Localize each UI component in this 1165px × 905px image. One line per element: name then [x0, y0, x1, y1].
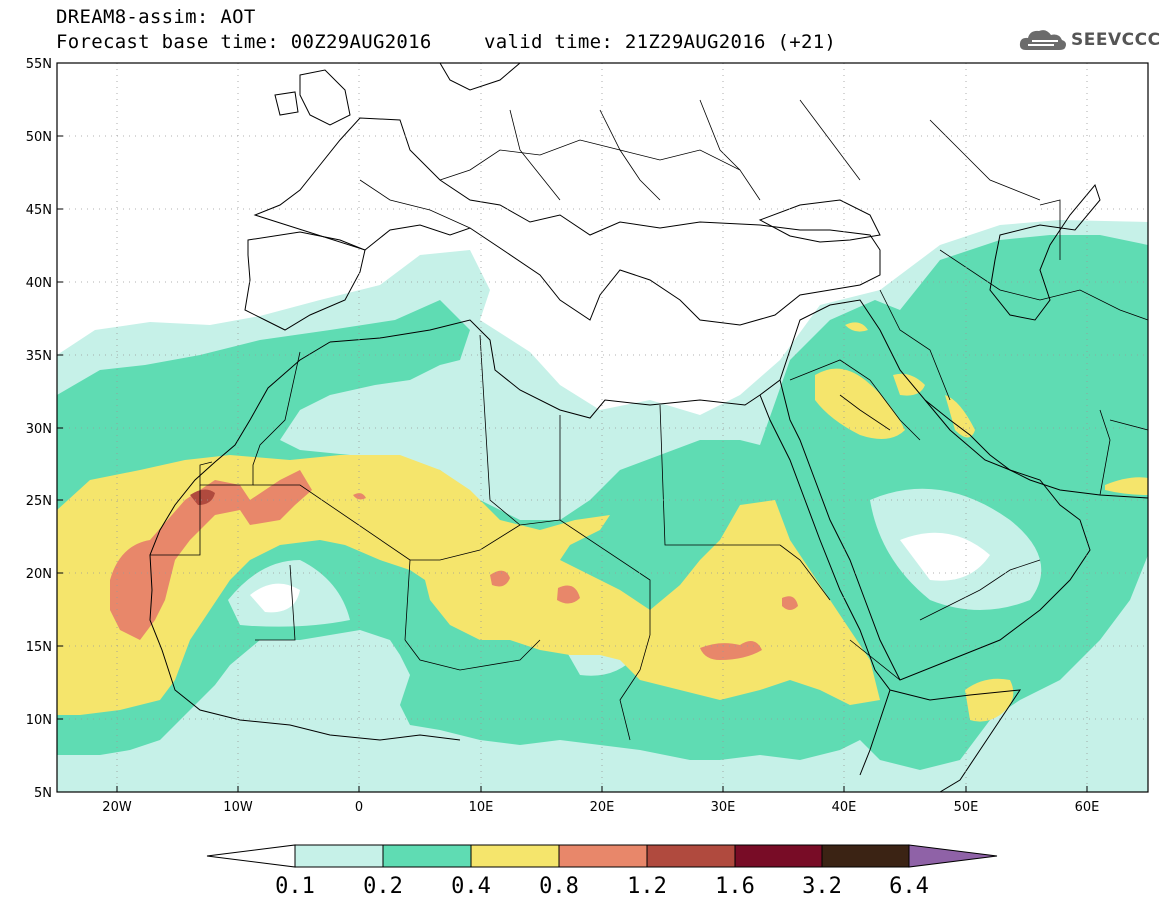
- aot-band-0.2: [57, 235, 1148, 770]
- aot-band-0.8: [110, 470, 312, 640]
- colorbar-label: 6.4: [889, 874, 929, 899]
- base-time: Forecast base time: 00Z29AUG2016: [56, 31, 432, 53]
- colorbar-label: 0.4: [451, 874, 491, 899]
- colorbar-label: 1.6: [715, 874, 755, 899]
- colorbar-label: 0.8: [539, 874, 579, 899]
- lat-label: 45N: [26, 203, 52, 218]
- lon-label: 20W: [102, 800, 132, 815]
- colorbar-segment-3.2: [821, 844, 910, 868]
- colorbar-label: 0.2: [363, 874, 403, 899]
- lat-label: 10N: [26, 713, 52, 728]
- lat-label: 40N: [26, 276, 52, 291]
- lat-label: 15N: [26, 640, 52, 655]
- lat-label: 30N: [26, 422, 52, 437]
- lon-label: 50E: [954, 800, 979, 815]
- colorbar-segment-0.1: [294, 844, 384, 868]
- colorbar-label: 1.2: [627, 874, 667, 899]
- cloud-icon: [1019, 30, 1066, 50]
- lon-label: 60E: [1075, 800, 1100, 815]
- lat-label: 35N: [26, 349, 52, 364]
- logo-text: SEEVCCC: [1071, 30, 1161, 50]
- map-title: DREAM8-assim: AOT: [56, 6, 256, 28]
- lat-labels: 55N 50N 45N 40N 35N 30N 25N 20N 15N 10N …: [26, 57, 52, 801]
- colorbar-label: 3.2: [802, 874, 842, 899]
- lat-label: 55N: [26, 57, 52, 72]
- lat-label: 25N: [26, 494, 52, 509]
- colorbar-label: 0.1: [275, 874, 315, 899]
- lon-labels: 20W 10W 0 10E 20E 30E 40E 50E 60E: [102, 800, 1099, 815]
- lon-label: 20E: [590, 800, 615, 815]
- colorbar: [206, 844, 998, 868]
- lon-label: 40E: [832, 800, 857, 815]
- colorbar-segment-0.2: [382, 844, 472, 868]
- colorbar-segment-1.6: [734, 844, 823, 868]
- country-borders: [150, 99, 1148, 741]
- lat-label: 5N: [34, 786, 52, 801]
- colorbar-under-arrow: [206, 844, 296, 868]
- valid-time: valid time: 21Z29AUG2016 (+21): [484, 31, 837, 53]
- colorbar-labels: 0.1 0.2 0.4 0.8 1.2 1.6 3.2 6.4: [275, 874, 929, 899]
- aot-band-1.2: [190, 489, 215, 505]
- lon-label: 10E: [469, 800, 494, 815]
- lon-label: 30E: [711, 800, 736, 815]
- coastlines: [149, 63, 1148, 792]
- axis-ticks: [57, 62, 1088, 793]
- colorbar-over-arrow: [908, 844, 998, 868]
- forecast-times: Forecast base time: 00Z29AUG2016 valid ti…: [56, 31, 836, 53]
- colorbar-segment-0.8: [558, 844, 648, 868]
- lat-label: 50N: [26, 130, 52, 145]
- lat-label: 20N: [26, 567, 52, 582]
- seevccc-logo: SEEVCCC: [1018, 26, 1161, 54]
- colorbar-segment-1.2: [646, 844, 736, 868]
- lon-label: 10W: [223, 800, 253, 815]
- colorbar-segment-0.4: [470, 844, 560, 868]
- lon-label: 0: [355, 800, 363, 815]
- aot-field: [57, 220, 1148, 792]
